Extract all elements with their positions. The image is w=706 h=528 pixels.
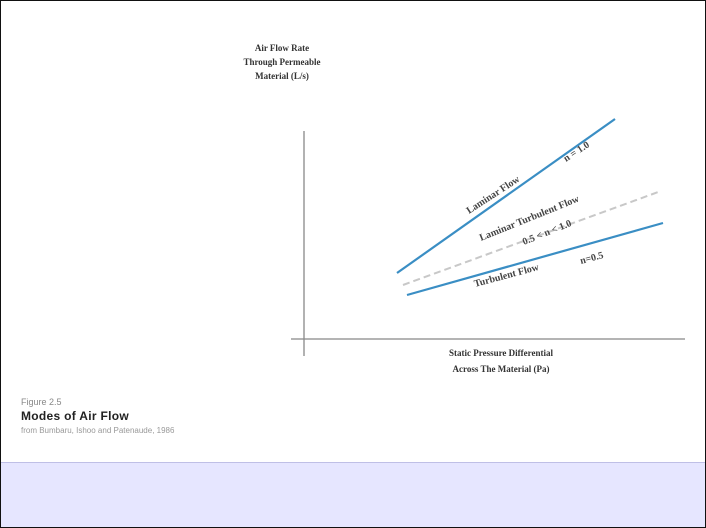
x-axis-title: Static Pressure Differential Across The … xyxy=(381,345,621,377)
laminar-flow-line xyxy=(396,118,616,274)
diagram-canvas: Laminar Flow n = 1.0 Laminar Turbulent F… xyxy=(291,118,685,356)
x-axis-title-line-1: Static Pressure Differential xyxy=(449,348,553,358)
air-flow-diagram: Laminar Flow n = 1.0 Laminar Turbulent F… xyxy=(1,1,705,461)
figure-title: Modes of Air Flow xyxy=(21,409,129,423)
x-axis-title-line-2: Across The Material (Pa) xyxy=(452,364,550,374)
turbulent-flow-line xyxy=(406,221,664,297)
laminar-flow-label: Laminar Flow xyxy=(465,174,523,217)
laminar-turbulent-line xyxy=(402,190,662,286)
figure-caption: Figure 2.5 Modes of Air Flow from Bumbar… xyxy=(21,396,421,437)
figure-number: Figure 2.5 xyxy=(21,397,62,407)
laminar-flow-exponent: n = 1.0 xyxy=(562,140,592,165)
figure-source: from Bumbaru, Ishoo and Patenaude, 1986 xyxy=(21,426,175,435)
footer-band xyxy=(1,462,705,527)
turbulent-flow-exponent: n=0.5 xyxy=(579,250,605,267)
y-axis-title: Air Flow Rate Through Permeable Material… xyxy=(243,43,321,81)
